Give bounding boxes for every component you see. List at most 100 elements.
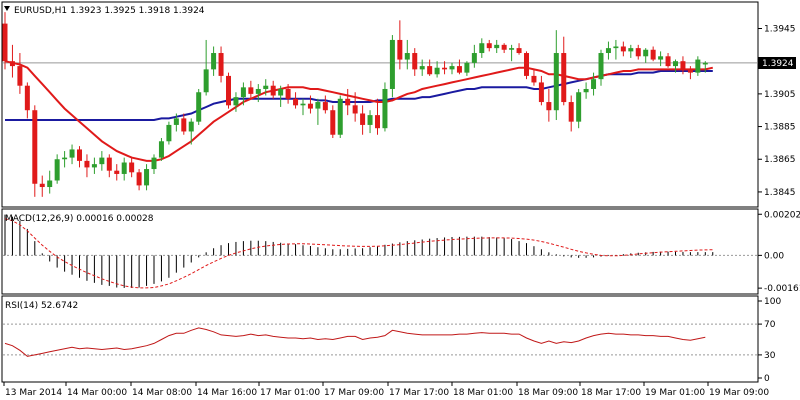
candle (702, 61, 708, 73)
candle (367, 110, 373, 134)
candle (427, 59, 433, 76)
candle-body (144, 169, 150, 186)
candle-body (300, 103, 306, 106)
candle (576, 88, 582, 129)
candle (211, 46, 217, 76)
candle-body (516, 48, 522, 54)
candle (568, 95, 574, 132)
candle-body (643, 49, 649, 57)
candle (352, 92, 358, 122)
candle (650, 46, 656, 62)
candle-body (196, 92, 202, 122)
candle-body (375, 115, 380, 129)
candle (605, 41, 611, 60)
candle-body (91, 164, 97, 168)
ma-fast-line (4, 60, 714, 162)
candle (382, 82, 388, 132)
rsi-level-lines (3, 323, 757, 356)
candle (233, 92, 239, 112)
candle-body (553, 53, 559, 111)
candle-body (546, 102, 552, 111)
time-tick-label: 18 Mar 01:00 (453, 388, 513, 398)
candle (300, 98, 306, 116)
candle-body (389, 39, 395, 89)
macd-tick-label: -0.00161 (764, 284, 800, 294)
candle (263, 79, 269, 96)
candle (248, 80, 254, 99)
candle-body (680, 61, 686, 70)
candle-body (628, 48, 634, 52)
candle-body (591, 79, 597, 89)
candle-body (479, 43, 485, 54)
candle (278, 85, 284, 107)
candle (188, 118, 194, 145)
candle (434, 61, 440, 78)
candle-body (702, 62, 708, 65)
time-tick-label: 14 Mar 00:00 (67, 388, 127, 398)
candle-body (240, 87, 246, 98)
candle (17, 53, 23, 94)
candle (39, 175, 45, 197)
candle (538, 75, 544, 106)
price-tick-label: 1.3865 (764, 155, 796, 165)
candle (173, 113, 179, 132)
candle (553, 30, 559, 121)
candle-body (330, 110, 336, 135)
candle (658, 51, 664, 67)
candle-body (188, 121, 194, 132)
candle-body (114, 170, 120, 174)
rsi-panel-title: RSI(14) 52.6742 (5, 301, 78, 311)
candle-body (404, 53, 410, 60)
candle-body (307, 103, 313, 109)
rsi-tick-label: 70 (764, 320, 776, 330)
candle-body (665, 56, 671, 67)
candle-body (524, 53, 529, 76)
price-panel-frame (1, 1, 759, 208)
candle-body (248, 87, 254, 94)
time-tick-label: 17 Mar 17:00 (389, 388, 449, 398)
candle (456, 59, 462, 75)
time-tick-label: 19 Mar 09:00 (709, 388, 769, 398)
rsi-series (4, 327, 706, 357)
candle (91, 157, 97, 174)
candle-body (293, 98, 299, 106)
candle (345, 88, 351, 116)
macd-histogram (4, 214, 714, 288)
candle-body (367, 115, 373, 125)
candle (337, 95, 343, 138)
candle (680, 56, 686, 75)
rsi-tick-label: 0 (764, 374, 770, 384)
time-tick-label: 14 Mar 08:00 (132, 388, 192, 398)
candle (628, 44, 634, 58)
candle (99, 151, 105, 171)
price-tick-label: 1.3845 (764, 188, 796, 198)
candle-body (173, 118, 179, 125)
candle-body (397, 39, 403, 60)
candle (293, 92, 299, 109)
candle-body (501, 44, 507, 50)
candle-body (322, 102, 328, 111)
rsi-panel-frame (1, 295, 759, 383)
candle (106, 154, 112, 178)
candle (509, 44, 515, 62)
time-tick-label: 13 Mar 2014 (5, 388, 62, 398)
candles (2, 12, 708, 197)
candle (531, 69, 537, 86)
candle (643, 48, 649, 63)
candle-body (39, 183, 45, 188)
candle (375, 98, 380, 135)
candle (121, 157, 127, 181)
candle (69, 144, 75, 165)
candle (412, 48, 418, 76)
collapse-arrow-icon[interactable] (4, 6, 10, 11)
candle-body (658, 56, 664, 60)
rsi-tick-label: 30 (764, 351, 776, 361)
candle (419, 59, 425, 76)
candle (77, 146, 82, 168)
candle-body (598, 53, 604, 80)
time-tick-label: 14 Mar 16:00 (197, 388, 257, 398)
candle-body (84, 160, 90, 168)
candle-body (561, 53, 567, 103)
